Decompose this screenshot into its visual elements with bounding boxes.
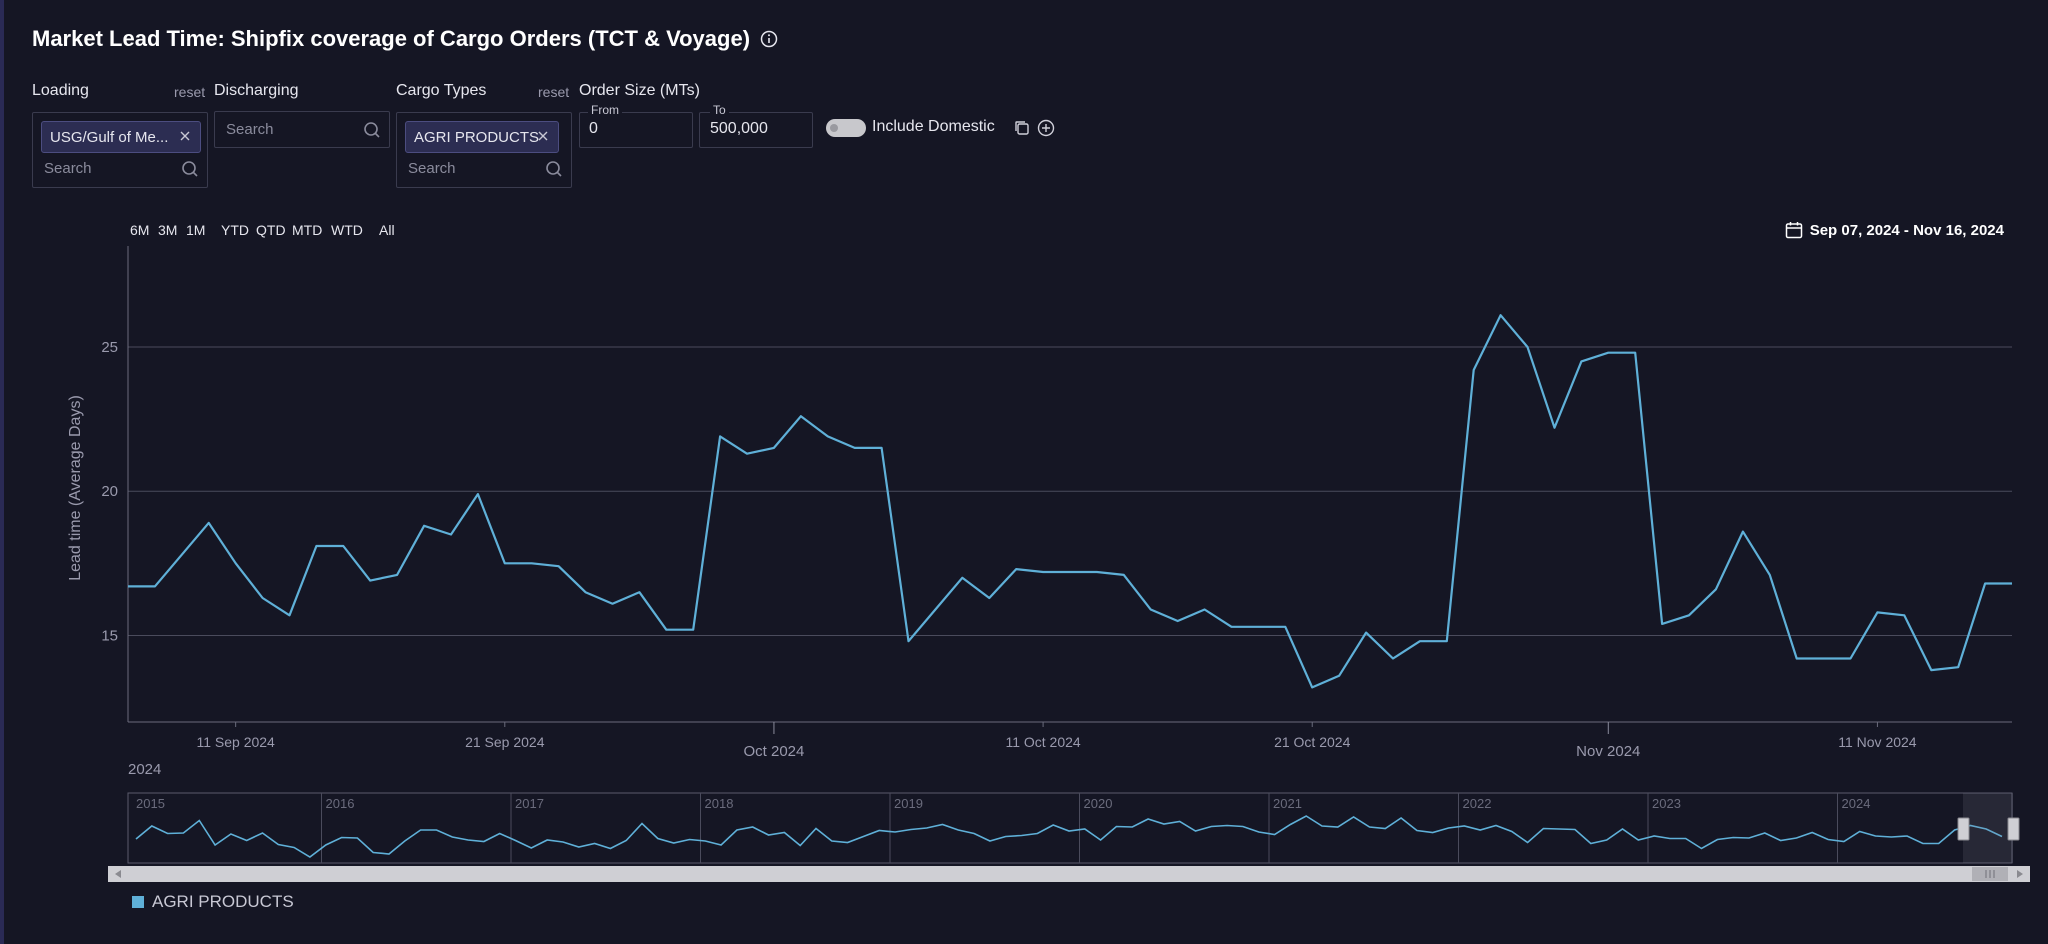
navigator-series-line	[135, 815, 2003, 858]
order-size-from-value[interactable]: 0	[589, 120, 598, 137]
include-domestic-toggle[interactable]	[826, 119, 866, 137]
legend-label: AGRI PRODUCTS	[152, 892, 294, 911]
discharging-label: Discharging	[214, 82, 299, 99]
year-label: 2024	[128, 761, 161, 778]
navigator-year-label: 2021	[1273, 796, 1302, 811]
navigator-year-label: 2017	[515, 796, 544, 811]
navigator-year-label: 2023	[1652, 796, 1681, 811]
toggle-knob	[830, 124, 838, 132]
range-button-mtd[interactable]: MTD	[292, 222, 323, 238]
scroll-right-arrow-icon	[2017, 870, 2023, 878]
range-button-6m[interactable]: 6M	[130, 222, 150, 238]
range-button-ytd[interactable]: YTD	[221, 222, 249, 238]
navigator-frame	[127, 792, 2013, 864]
navigator-year-label: 2024	[1842, 796, 1871, 811]
navigator-handle-left[interactable]	[1957, 817, 1970, 841]
y-tick-label: 15	[101, 627, 118, 644]
x-tick-label: 11 Nov 2024	[1838, 734, 1917, 750]
scroll-left-arrow-icon	[115, 870, 121, 878]
navigator-year-label: 2018	[705, 796, 734, 811]
navigator-year-label: 2016	[326, 796, 355, 811]
x-tick-label: 11 Sep 2024	[196, 734, 275, 750]
range-button-wtd[interactable]: WTD	[331, 222, 363, 238]
cargo-types-label: Cargo Types	[396, 82, 487, 99]
search-icon	[364, 122, 380, 138]
y-axis-label: Lead time (Average Days)	[67, 395, 84, 581]
x-tick-label: 21 Oct 2024	[1274, 734, 1350, 750]
loading-reset-link[interactable]: reset	[174, 84, 206, 100]
range-button-all[interactable]: All	[379, 222, 395, 238]
cargo-types-reset-link[interactable]: reset	[538, 84, 570, 100]
cargo-types-panel: AGRI PRODUCTS Search	[396, 112, 572, 188]
info-icon[interactable]	[760, 30, 778, 48]
cargo-type-chip[interactable]: AGRI PRODUCTS	[405, 121, 559, 153]
discharging-panel: Search	[214, 111, 390, 148]
range-button-3m[interactable]: 3M	[158, 222, 178, 238]
order-size-to-input[interactable]	[699, 112, 813, 148]
discharging-search-input[interactable]: Search	[226, 121, 274, 138]
order-size-to-value[interactable]: 500,000	[710, 120, 768, 137]
y-tick-label: 25	[101, 339, 118, 356]
order-size-to-label: To	[710, 103, 729, 117]
close-icon[interactable]	[536, 129, 550, 143]
x-tick-label: 11 Oct 2024	[1005, 734, 1080, 750]
page-title: Market Lead Time: Shipfix coverage of Ca…	[32, 26, 751, 51]
loading-search-input[interactable]: Search	[44, 160, 92, 177]
navigator-scrollbar[interactable]	[108, 866, 2030, 882]
title-row: Market Lead Time: Shipfix coverage of Ca…	[32, 26, 778, 52]
loading-chip[interactable]: USG/Gulf of Me...	[41, 121, 201, 153]
date-range-text: Sep 07, 2024 - Nov 16, 2024	[1809, 221, 2004, 239]
calendar-icon	[1785, 222, 1802, 239]
navigator-selection	[1963, 793, 2013, 863]
cargo-type-chip-label: AGRI PRODUCTS	[414, 128, 540, 146]
loading-label: Loading	[32, 82, 89, 99]
x-tick-label: 21 Sep 2024	[465, 734, 545, 750]
copy-icon[interactable]	[1012, 118, 1032, 138]
legend-swatch	[132, 896, 144, 908]
range-button-qtd[interactable]: QTD	[256, 222, 286, 238]
window-edge	[0, 0, 4, 944]
cargo-types-search-input[interactable]: Search	[408, 160, 456, 177]
loading-chip-label: USG/Gulf of Me...	[50, 128, 169, 146]
date-range-picker[interactable]: Sep 07, 2024 - Nov 16, 2024	[1784, 220, 2004, 240]
add-circle-icon[interactable]	[1036, 118, 1056, 138]
legend[interactable]: AGRI PRODUCTS	[132, 892, 294, 912]
range-button-1m[interactable]: 1M	[186, 222, 206, 238]
order-size-from-label: From	[588, 103, 622, 117]
navigator-year-label: 2022	[1463, 796, 1492, 811]
search-icon	[546, 161, 562, 177]
navigator-year-label: 2015	[136, 796, 165, 811]
x-major-tick-label: Oct 2024	[744, 743, 805, 760]
navigator-year-label: 2019	[894, 796, 923, 811]
navigator-handle-right[interactable]	[2007, 817, 2020, 841]
close-icon[interactable]	[178, 129, 192, 143]
navigator-year-label: 2020	[1084, 796, 1113, 811]
x-major-tick-label: Nov 2024	[1576, 743, 1640, 760]
y-tick-label: 20	[101, 483, 118, 500]
include-domestic-label: Include Domestic	[872, 118, 995, 135]
loading-panel: USG/Gulf of Me... Search	[32, 112, 208, 188]
order-size-label: Order Size (MTs)	[579, 82, 700, 99]
order-size-from-input[interactable]	[579, 112, 693, 148]
series-line-agri-products	[128, 314, 2012, 689]
search-icon	[182, 161, 198, 177]
